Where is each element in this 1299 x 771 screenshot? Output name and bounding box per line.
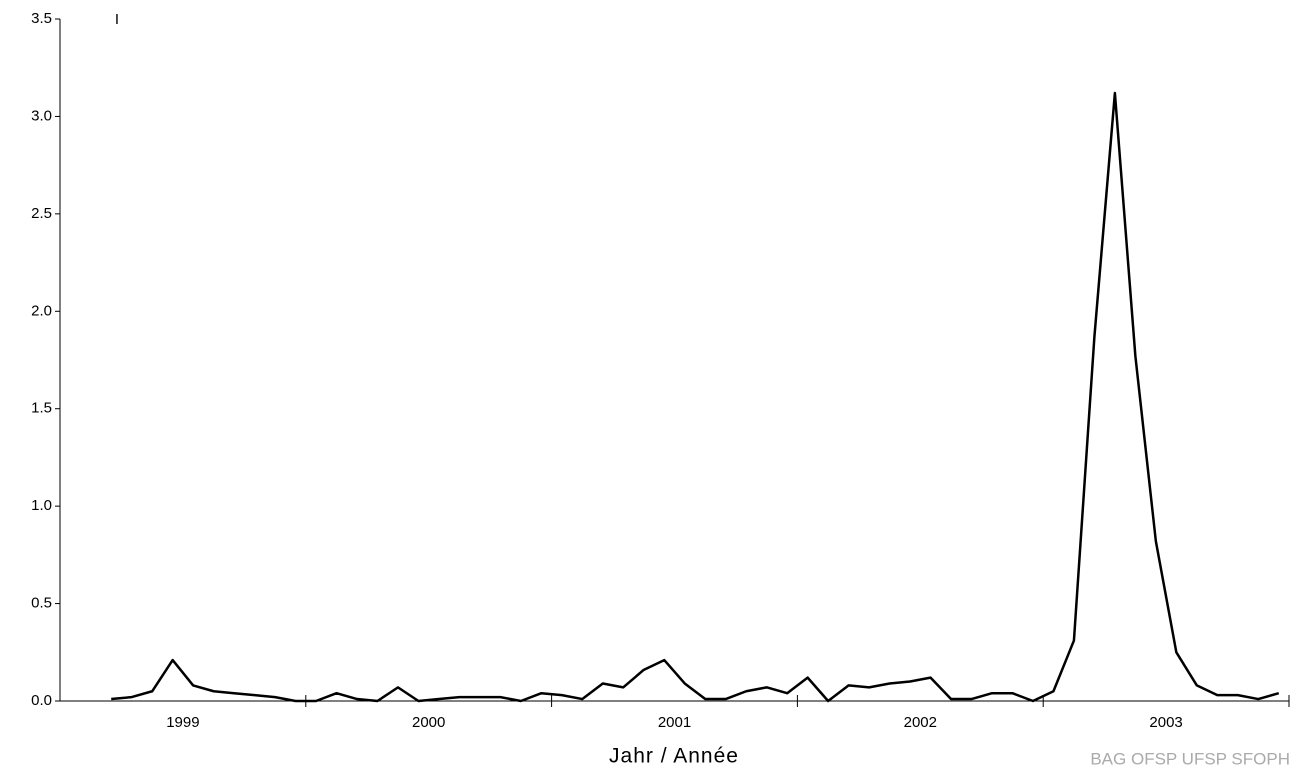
x-tick-label: 2000 [412, 714, 445, 731]
y-tick-label: 2.5 [31, 205, 52, 222]
y-tick-label: 2.0 [31, 302, 52, 319]
y-tick-label: 3.0 [31, 107, 52, 124]
y-tick-label: 3.5 [31, 10, 52, 27]
x-axis-label: Jahr / Année [609, 745, 739, 768]
y-tick-label: 0.5 [31, 595, 52, 612]
annotation: I [115, 11, 119, 28]
x-tick-label: 2003 [1149, 714, 1182, 731]
watermark: BAG OFSP UFSP SFOPH [1090, 749, 1290, 768]
y-tick-label: 0.0 [31, 692, 52, 709]
line [111, 91, 1280, 703]
x-tick-label: 2001 [658, 714, 691, 731]
y-tick-label: 1.5 [31, 400, 52, 417]
x-tick-label: 2002 [904, 714, 937, 731]
y-tick-label: 1.0 [31, 497, 52, 514]
x-tick-label: 1999 [166, 714, 199, 731]
